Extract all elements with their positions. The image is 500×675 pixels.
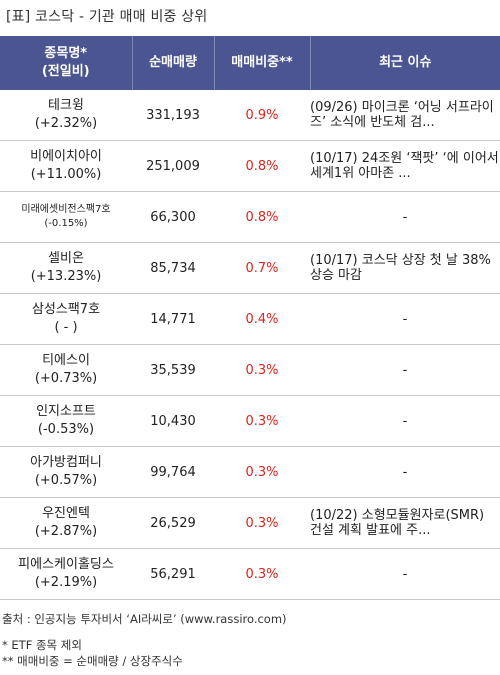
recent-issue-cell: (10/17) 24조원 ‘잭팟’ ‘에 이어서 세계1위 아마존 ... (310, 140, 500, 192)
stock-name: 티에스이 (42, 353, 90, 368)
table-row: 셀비온 (+13.23%) 85,734 0.7% (10/17) 코스닥 상장… (0, 242, 500, 294)
net-volume: 56,291 (132, 548, 214, 600)
recent-issue-cell: - (310, 344, 500, 396)
trade-ratio: 0.9% (214, 90, 310, 141)
stock-name-cell: 테크윙 (+2.32%) (0, 90, 132, 141)
trade-ratio: 0.8% (214, 191, 310, 243)
stock-name: 피에스케이홀딩스 (18, 557, 114, 572)
stock-name-cell: 셀비온 (+13.23%) (0, 242, 132, 294)
stock-name-cell: 인지소프트 (-0.53%) (0, 395, 132, 447)
recent-issue-cell: (09/26) 마이크론 ‘어닝 서프라이즈’ 소식에 반도체 검... (310, 90, 500, 141)
header-volume: 순매매량 (132, 36, 215, 90)
stock-name-cell: 비에이치아이 (+11.00%) (0, 140, 132, 192)
recent-issue-cell: - (310, 395, 500, 447)
footnote-etf: * ETF 종목 제외 (2, 638, 82, 652)
net-volume: 251,009 (132, 140, 214, 192)
issue-text: (10/22) 소형모듈원자로(SMR) 건설 계획 발표에 주... (310, 508, 485, 538)
net-volume: 331,193 (132, 90, 214, 141)
stock-name: 인지소프트 (36, 404, 96, 419)
net-volume: 66,300 (132, 191, 214, 243)
table-row: 테크윙 (+2.32%) 331,193 0.9% (09/26) 마이크론 ‘… (0, 90, 500, 141)
net-volume: 35,539 (132, 344, 214, 396)
table-row: 피에스케이홀딩스 (+2.19%) 56,291 0.3% - (0, 548, 500, 600)
table-row: 우진엔텍 (+2.87%) 26,529 0.3% (10/22) 소형모듈원자… (0, 497, 500, 549)
stock-change: (-0.53%) (37, 422, 95, 437)
table-row: 아가방컴퍼니 (+0.57%) 99,764 0.3% - (0, 446, 500, 498)
stock-name: 우진엔텍 (42, 506, 90, 521)
stock-name-cell: 아가방컴퍼니 (+0.57%) (0, 446, 132, 498)
issue-empty: - (402, 464, 408, 480)
issue-text: (10/17) 24조원 ‘잭팟’ ‘에 이어서 세계1위 아마존 ... (310, 151, 499, 181)
stock-name: 테크윙 (48, 98, 84, 113)
stock-change: (-0.15%) (44, 218, 88, 229)
page-title: [표] 코스닥 - 기관 매매 비중 상위 (6, 9, 208, 25)
trade-ratio: 0.4% (214, 293, 310, 345)
stock-change: (+0.57%) (34, 473, 98, 488)
stock-change: (+0.73%) (34, 371, 98, 386)
trade-ratio: 0.3% (214, 497, 310, 549)
trade-ratio: 0.3% (214, 395, 310, 447)
header-name-line1: 종목명* (44, 46, 88, 61)
issue-empty: - (402, 209, 408, 225)
trade-ratio: 0.3% (214, 446, 310, 498)
header-issue: 최근 이슈 (310, 36, 500, 90)
stock-name-cell: 미래에셋비전스팩7호 (-0.15%) (0, 191, 132, 243)
trade-ratio: 0.8% (214, 140, 310, 192)
header-ratio: 매매비중** (214, 36, 311, 90)
issue-text: (10/17) 코스닥 상장 첫 날 38% 상승 마감 (310, 253, 491, 283)
issue-empty: - (402, 362, 408, 378)
issue-empty: - (402, 413, 408, 429)
header-name-line2: (전일비) (41, 64, 90, 79)
stock-name-cell: 티에스이 (+0.73%) (0, 344, 132, 396)
issue-text: (09/26) 마이크론 ‘어닝 서프라이즈’ 소식에 반도체 검... (310, 100, 494, 130)
recent-issue-cell: (10/22) 소형모듈원자로(SMR) 건설 계획 발표에 주... (310, 497, 500, 549)
recent-issue-cell: - (310, 191, 500, 243)
stock-name-cell: 피에스케이홀딩스 (+2.19%) (0, 548, 132, 600)
recent-issue-cell: - (310, 548, 500, 600)
net-volume: 14,771 (132, 293, 214, 345)
table-row: 비에이치아이 (+11.00%) 251,009 0.8% (10/17) 24… (0, 140, 500, 192)
net-volume: 85,734 (132, 242, 214, 294)
stock-name: 미래에셋비전스팩7호 (21, 204, 111, 215)
stock-name: 셀비온 (48, 251, 84, 266)
stock-name: 비에이치아이 (30, 149, 102, 164)
footnote-ratio: ** 매매비중 = 순매매량 / 상장주식수 (2, 654, 183, 668)
stock-name-cell: 삼성스팩7호 ( - ) (0, 293, 132, 345)
stock-name: 아가방컴퍼니 (30, 455, 102, 470)
stock-change: (+11.00%) (30, 167, 102, 182)
source-note: 출처 : 인공지능 투자비서 ‘AI라씨로’ (www.rassiro.com) (2, 612, 287, 626)
net-volume: 99,764 (132, 446, 214, 498)
header-name: 종목명* (전일비) (0, 36, 133, 90)
stock-change: (+2.87%) (34, 524, 98, 539)
stock-change: (+13.23%) (30, 269, 102, 284)
net-volume: 10,430 (132, 395, 214, 447)
net-volume: 26,529 (132, 497, 214, 549)
issue-empty: - (402, 566, 408, 582)
recent-issue-cell: - (310, 293, 500, 345)
table-header-row: 종목명* (전일비) 순매매량 매매비중** 최근 이슈 (0, 36, 500, 90)
institution-trading-table: 종목명* (전일비) 순매매량 매매비중** 최근 이슈 테크윙 (+2.32%… (0, 36, 500, 600)
trade-ratio: 0.3% (214, 548, 310, 600)
stock-name-cell: 우진엔텍 (+2.87%) (0, 497, 132, 549)
table-row: 인지소프트 (-0.53%) 10,430 0.3% - (0, 395, 500, 447)
table-row: 미래에셋비전스팩7호 (-0.15%) 66,300 0.8% - (0, 191, 500, 243)
stock-change: (+2.19%) (34, 575, 98, 590)
stock-name: 삼성스팩7호 (31, 302, 101, 317)
issue-empty: - (402, 311, 408, 327)
trade-ratio: 0.7% (214, 242, 310, 294)
stock-change: (+2.32%) (34, 116, 98, 131)
trade-ratio: 0.3% (214, 344, 310, 396)
recent-issue-cell: - (310, 446, 500, 498)
recent-issue-cell: (10/17) 코스닥 상장 첫 날 38% 상승 마감 (310, 242, 500, 294)
stock-change: ( - ) (54, 320, 78, 335)
table-row: 티에스이 (+0.73%) 35,539 0.3% - (0, 344, 500, 396)
table-row: 삼성스팩7호 ( - ) 14,771 0.4% - (0, 293, 500, 345)
